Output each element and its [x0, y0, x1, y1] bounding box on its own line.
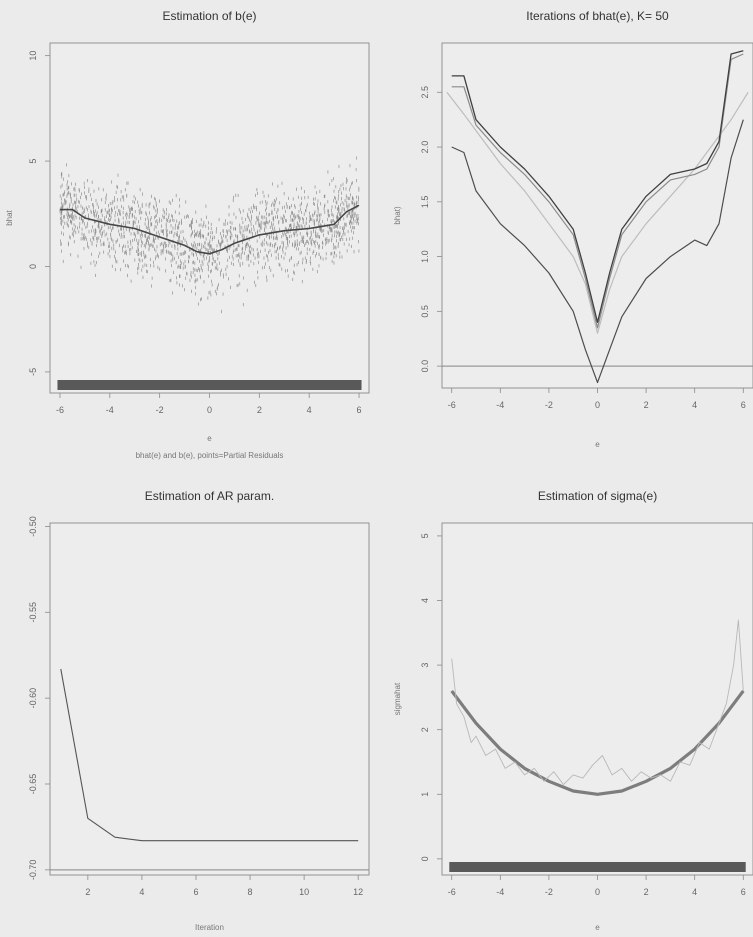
- y-tick-label: 4: [420, 598, 430, 603]
- x-tick-label: 2: [85, 887, 90, 897]
- y-tick-label: -0.55: [28, 602, 38, 623]
- x-axis-label: e: [207, 434, 212, 443]
- chart-subtitle: bhat(e) and b(e), points=Partial Residua…: [136, 451, 284, 460]
- y-tick-label: 2: [420, 727, 430, 732]
- y-tick-label: -5: [28, 368, 38, 376]
- y-tick-label: 2.0: [420, 141, 430, 154]
- chart-title: Estimation of AR param.: [145, 489, 274, 503]
- x-tick-label: 2: [644, 887, 649, 897]
- y-tick-label: 1.5: [420, 196, 430, 209]
- chart-title: Estimation of sigma(e): [538, 489, 657, 503]
- y-tick-label: -0.50: [28, 516, 38, 537]
- plot-area: [442, 43, 753, 388]
- x-tick-label: 4: [692, 400, 697, 410]
- x-tick-label: -6: [448, 887, 456, 897]
- y-axis-label: bhat: [5, 209, 14, 225]
- x-tick-label: 6: [741, 400, 746, 410]
- x-tick-label: -6: [448, 400, 456, 410]
- x-tick-label: -2: [545, 887, 553, 897]
- panel-iterations-of-bhat: -6 -4 -2 0 2 4 6 0.0 0.5 1.0 1.5 2.0 2.5 Iterations o…: [393, 9, 753, 449]
- plot-area: [50, 523, 369, 875]
- x-tick-label: -6: [56, 405, 64, 415]
- y-axis-label: bhat): [393, 206, 402, 225]
- x-tick-label: 4: [692, 887, 697, 897]
- series-line-3: [451, 53, 744, 329]
- plot-frame: [49, 522, 370, 876]
- y-tick-label: 0: [420, 856, 430, 861]
- x-tick-label: -4: [496, 887, 504, 897]
- plot-area: [50, 43, 369, 393]
- series-line-2: [451, 619, 744, 786]
- x-tick-label: 12: [353, 887, 363, 897]
- panel-estimation-of-b: -6 -4 -2 0 2 4 6 -5 0 5 10 Estimation of b(e) e bhat(…: [5, 9, 370, 460]
- x-axis-label: e: [595, 923, 600, 932]
- series-line-2: [451, 119, 744, 384]
- y-tick-label: 5: [28, 159, 38, 164]
- chart-title: Iterations of bhat(e), K= 50: [526, 9, 669, 23]
- panel-estimation-of-sigma: -6 -4 -2 0 2 4 6 0 1 2 3 4 5 Estimation of sigma(e) e s…: [393, 489, 753, 932]
- y-tick-label: 0.5: [420, 305, 430, 318]
- panel-estimation-of-ar-param: 2 4 6 8 10 12 -0.50 -0.55 -0.60 -0.65 -0.70 Estimat…: [28, 489, 370, 932]
- series-line-1: [60, 204, 360, 255]
- plot-area: [442, 523, 753, 875]
- x-tick-label: -4: [106, 405, 114, 415]
- y-tick-label: 0.0: [420, 360, 430, 373]
- x-tick-label: -2: [545, 400, 553, 410]
- x-tick-label: 10: [299, 887, 309, 897]
- y-tick-label: -0.60: [28, 688, 38, 709]
- series-line-4: [451, 50, 744, 323]
- chart-title: Estimation of b(e): [162, 9, 256, 23]
- y-tick-label: 5: [420, 533, 430, 538]
- y-tick-label: -0.65: [28, 774, 38, 795]
- x-tick-label: -4: [496, 400, 504, 410]
- x-tick-label: -2: [156, 405, 164, 415]
- y-axis-label: sigmahat: [393, 682, 402, 715]
- y-tick-label: 1.0: [420, 250, 430, 263]
- y-tick-label: 1: [420, 792, 430, 797]
- x-axis-label: e: [595, 440, 600, 449]
- x-tick-label: 0: [595, 400, 600, 410]
- x-tick-label: 0: [207, 405, 212, 415]
- series-line-1: [60, 668, 359, 842]
- x-tick-label: 8: [248, 887, 253, 897]
- x-tick-label: 4: [139, 887, 144, 897]
- y-tick-label: 3: [420, 663, 430, 668]
- y-tick-label: -0.70: [28, 860, 38, 881]
- series-line-1: [450, 689, 745, 796]
- x-tick-label: 2: [644, 400, 649, 410]
- x-tick-label: 2: [257, 405, 262, 415]
- data-rug: [449, 862, 746, 872]
- data-rug: [57, 380, 362, 390]
- x-tick-label: 6: [193, 887, 198, 897]
- x-tick-label: 6: [741, 887, 746, 897]
- y-tick-label: 10: [28, 51, 38, 61]
- partial-residual-points: [59, 156, 360, 314]
- y-tick-label: 2.5: [420, 86, 430, 99]
- y-tick-label: 0: [28, 264, 38, 269]
- x-axis-label: Iteration: [195, 923, 224, 932]
- x-tick-label: 4: [307, 405, 312, 415]
- x-tick-label: 6: [357, 405, 362, 415]
- x-tick-label: 0: [595, 887, 600, 897]
- series-line-1: [446, 91, 749, 334]
